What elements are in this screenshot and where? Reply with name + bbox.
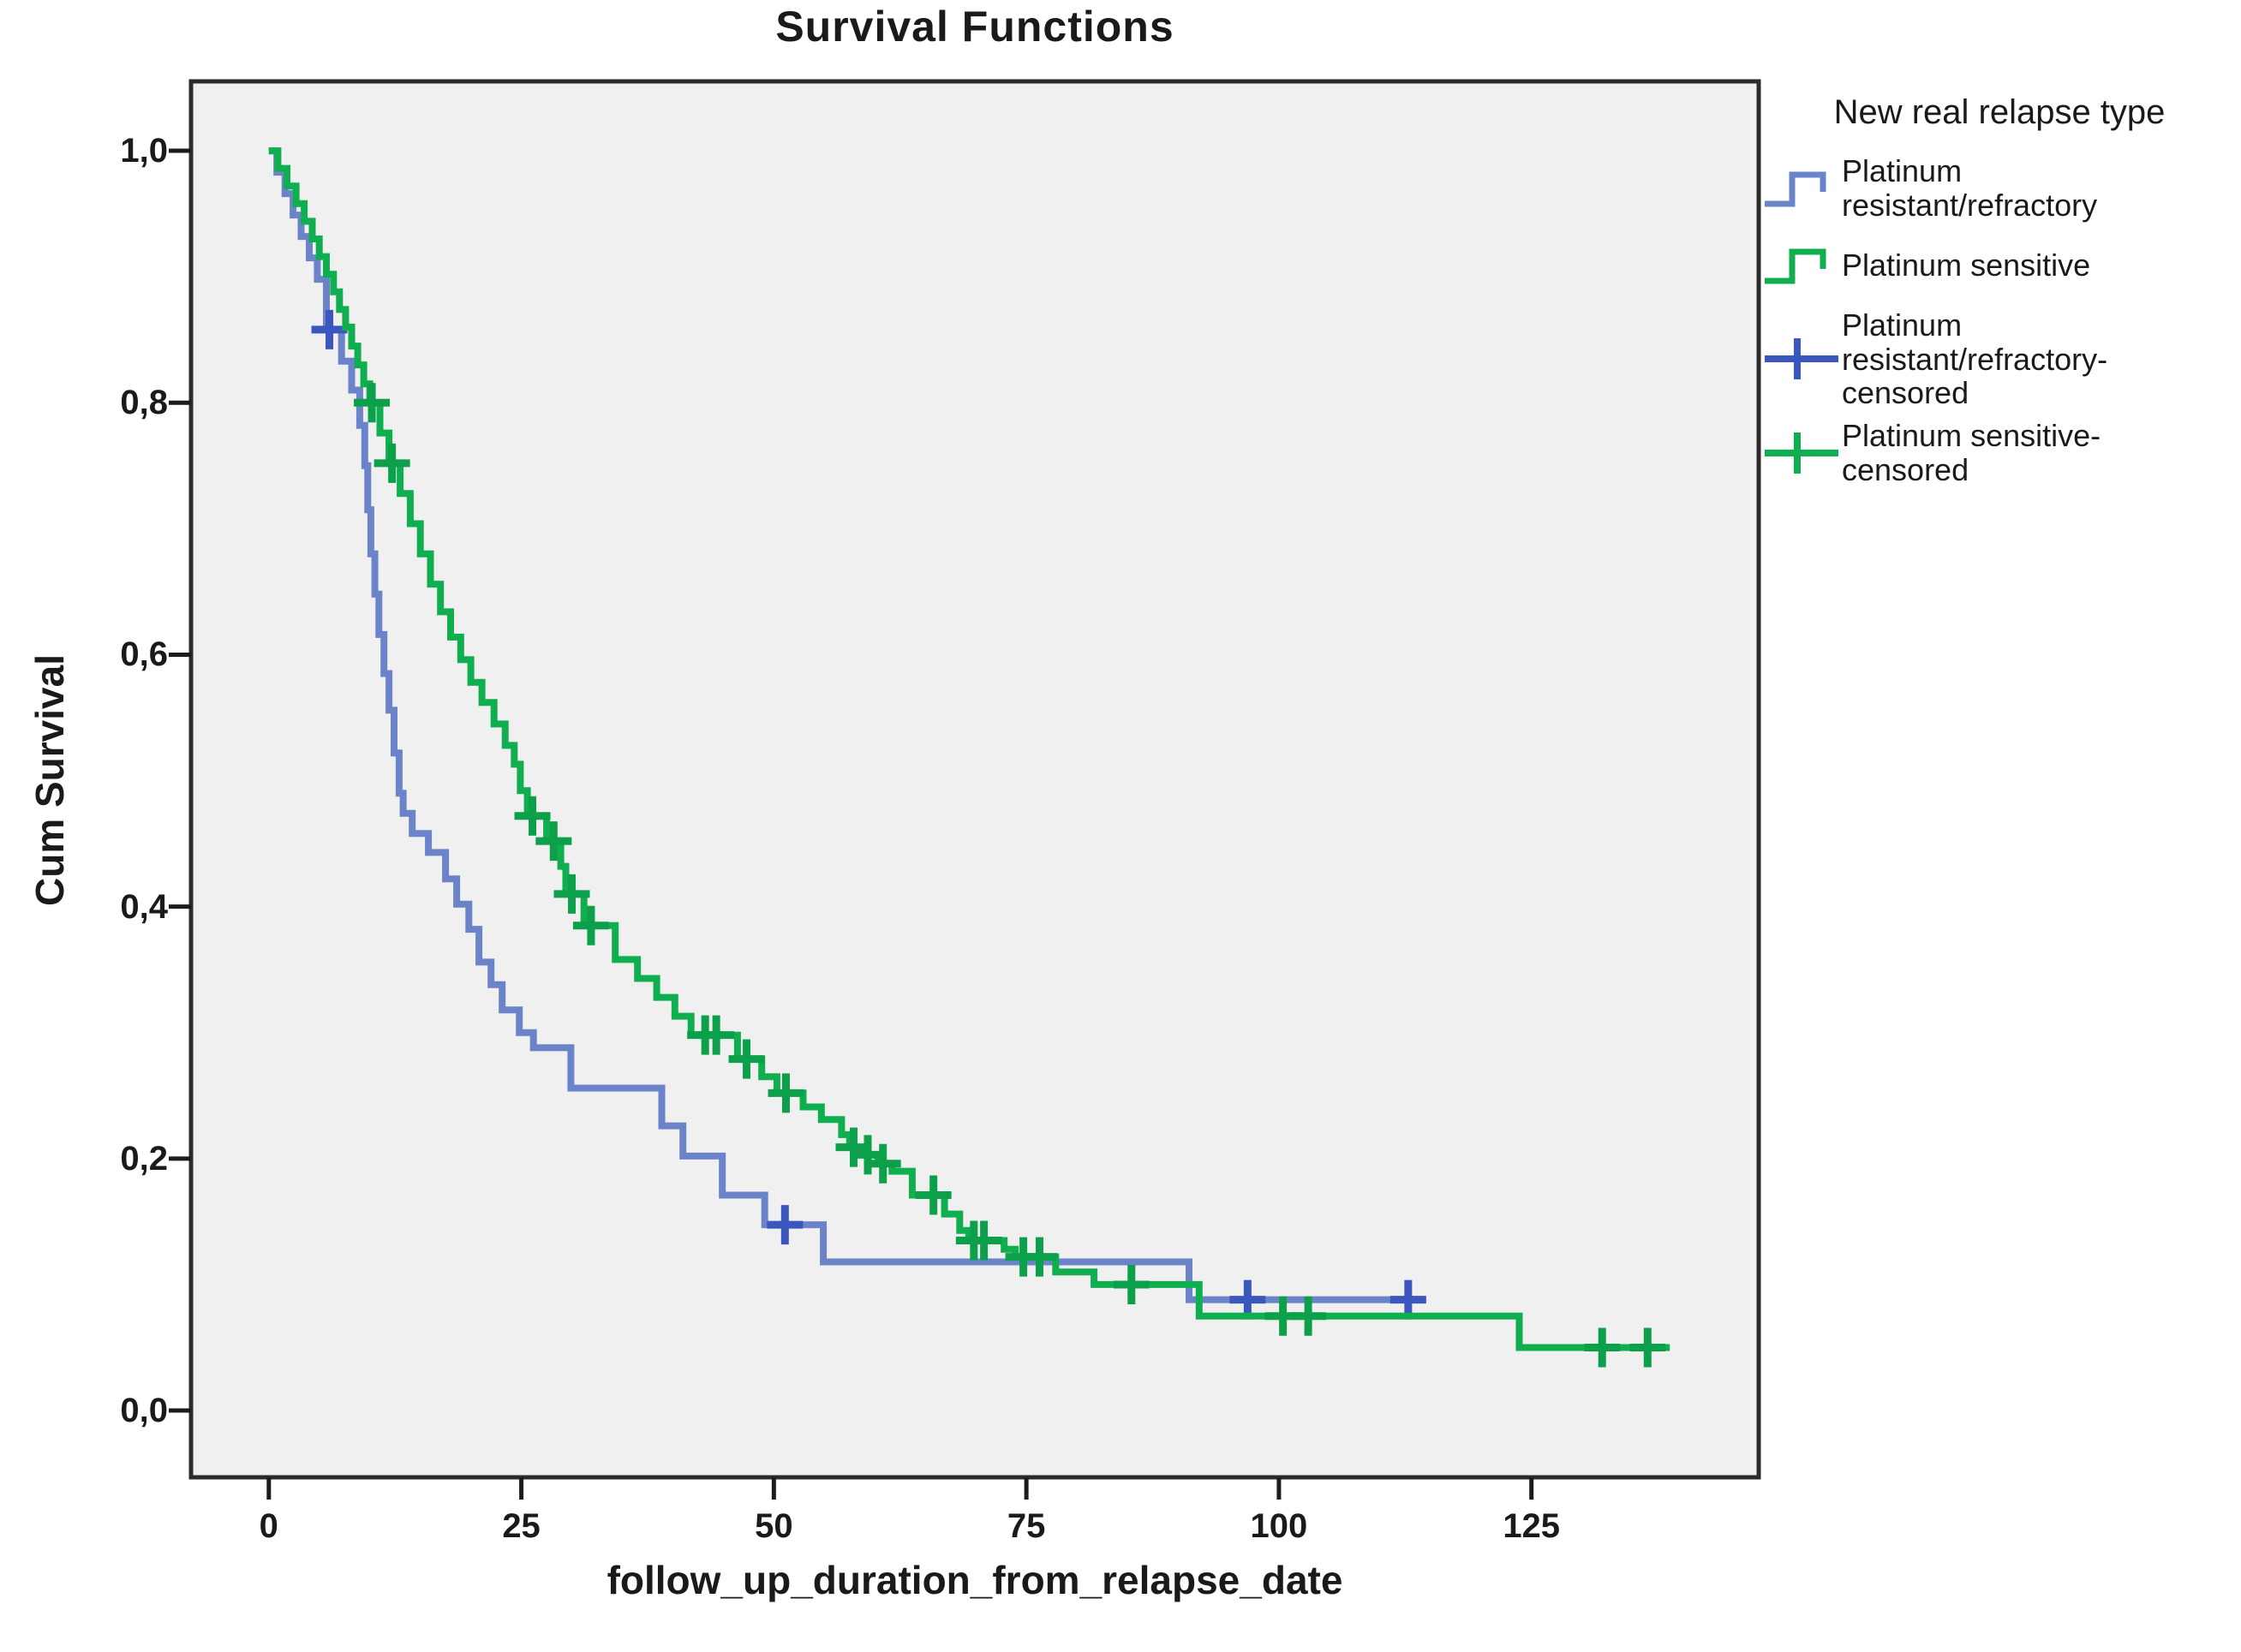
y-axis-title: Cum Survival [27, 654, 72, 906]
censor-mark [354, 383, 391, 423]
censor-mark [728, 1039, 765, 1079]
y-tick-label: 0,8 [120, 384, 168, 422]
legend-label: Platinum sensitive-censored [1842, 418, 2101, 487]
legend-label: Platinum sensitive [1842, 248, 2091, 283]
x-tick-label: 25 [502, 1507, 541, 1545]
censor-plus-swatch-icon [1765, 338, 1838, 380]
y-tick-label: 0,6 [120, 635, 168, 674]
step-line-swatch-icon [1765, 171, 1826, 207]
censor-mark [1113, 1264, 1150, 1304]
x-tick-label: 0 [259, 1507, 278, 1545]
censor-mark [1629, 1327, 1666, 1368]
legend-item-platinum-sensitive: Platinum sensitive [1763, 231, 2236, 300]
censor-mark [965, 1220, 1002, 1261]
x-tick-label: 100 [1250, 1507, 1308, 1545]
censor-mark [514, 796, 551, 836]
censor-mark [572, 905, 609, 945]
chart-title: Survival Functions [775, 3, 1174, 51]
censor-mark [698, 1015, 735, 1055]
censor-mark [374, 443, 410, 483]
censor-mark [553, 874, 590, 914]
censor-mark [915, 1175, 952, 1215]
censor-mark [1021, 1237, 1058, 1277]
x-tick-label: 75 [1007, 1507, 1046, 1545]
x-tick-label: 50 [755, 1507, 793, 1545]
censor-mark [1584, 1327, 1621, 1368]
plot-frame [188, 79, 1761, 1480]
legend: New real relapse type Platinum resistant… [1763, 92, 2236, 496]
legend-label: Platinum resistant/refractory-censored [1842, 307, 2108, 411]
censor-mark [535, 821, 572, 862]
legend-title: New real relapse type [1833, 93, 2166, 131]
legend-item-platinum-sensitive-censored: Platinum sensitive-censored [1763, 419, 2236, 487]
y-tick-label: 0,2 [120, 1139, 168, 1178]
x-tick-label: 125 [1503, 1507, 1561, 1545]
survival-curve-platinum-resistant-refractory [268, 147, 1416, 1303]
legend-label: Platinum resistant/refractory [1842, 153, 2098, 223]
y-tick-label: 0,0 [120, 1392, 168, 1430]
y-tick-label: 1,0 [120, 132, 168, 170]
censor-mark [768, 1073, 804, 1113]
censor-mark [1290, 1296, 1327, 1336]
legend-item-platinum-resistant-censored: Platinum resistant/refractory-censored [1763, 308, 2236, 410]
step-line-swatch-icon [1765, 248, 1826, 284]
survival-curve-platinum-sensitive [268, 147, 1670, 1351]
legend-item-platinum-resistant: Platinum resistant/refractory [1763, 154, 2236, 223]
censor-plus-swatch-icon [1765, 432, 1838, 474]
y-tick-label: 0,4 [120, 887, 168, 926]
censor-mark [767, 1205, 804, 1245]
censor-mark [864, 1143, 901, 1184]
x-axis-title: follow_up_duration_from_relapse_date [607, 1558, 1343, 1602]
censor-mark [311, 309, 348, 349]
